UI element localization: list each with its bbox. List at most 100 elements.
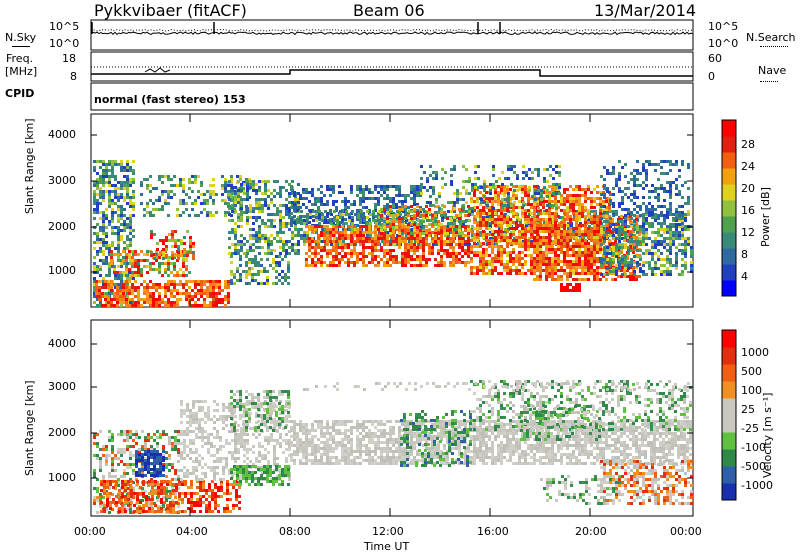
- power-cell: [551, 269, 554, 272]
- power-cell: [252, 183, 255, 186]
- power-cell: [446, 255, 449, 258]
- power-cell: [690, 249, 693, 252]
- power-cell: [123, 214, 126, 217]
- power-cell: [413, 208, 416, 211]
- power-cell: [326, 215, 329, 218]
- power-cell: [149, 304, 152, 307]
- power-cell: [473, 236, 476, 239]
- power-cell: [497, 260, 500, 263]
- power-cell: [581, 272, 584, 275]
- power-cell: [419, 231, 422, 234]
- power-cell: [200, 211, 203, 214]
- power-cell: [581, 278, 584, 281]
- power-cell: [548, 194, 551, 197]
- power-cell: [684, 249, 687, 252]
- nsky-tick-high: 10^5: [49, 20, 80, 33]
- power-cell: [672, 231, 675, 234]
- power-cell: [273, 219, 276, 222]
- power-cell: [380, 223, 383, 226]
- power-cell: [363, 216, 366, 219]
- power-cell: [344, 231, 347, 234]
- power-cell: [108, 205, 111, 208]
- power-cell: [567, 228, 570, 231]
- power-cell: [105, 235, 108, 238]
- power-cell: [600, 228, 603, 231]
- power-cell: [518, 272, 521, 275]
- power-cell: [530, 206, 533, 209]
- power-cell: [440, 234, 443, 237]
- power-cell: [359, 228, 362, 231]
- power-cell: [174, 254, 177, 257]
- power-cell: [129, 196, 132, 199]
- power-cell: [261, 246, 264, 249]
- power-cell: [267, 204, 270, 207]
- power-cell: [428, 252, 431, 255]
- power-cell: [126, 175, 129, 178]
- power-cell: [300, 237, 303, 240]
- power-cell: [497, 254, 500, 257]
- power-cell: [123, 226, 126, 229]
- power-cell: [228, 180, 231, 183]
- power-cell: [551, 188, 554, 191]
- power-cell: [317, 225, 320, 228]
- power-cell: [404, 200, 407, 203]
- power-cell: [375, 219, 378, 222]
- power-cell: [257, 261, 260, 264]
- power-cell: [129, 223, 132, 226]
- power-cell: [333, 219, 336, 222]
- power-cell: [117, 283, 120, 286]
- power-cell: [413, 191, 416, 194]
- power-cell: [359, 200, 362, 203]
- power-cell: [98, 286, 101, 289]
- power-cell: [500, 230, 503, 233]
- power-cell: [584, 263, 587, 266]
- power-cell: [311, 203, 314, 206]
- power-cell: [536, 209, 539, 212]
- power-cell: [308, 264, 311, 267]
- power-cell: [158, 268, 161, 271]
- power-cell: [453, 228, 456, 231]
- power-cell: [645, 252, 648, 255]
- power-cell: [194, 304, 197, 307]
- power-cell: [530, 224, 533, 227]
- power-cell: [521, 197, 524, 200]
- power-cell: [393, 243, 396, 246]
- power-cell: [249, 183, 252, 186]
- power-cell: [587, 245, 590, 248]
- power-cell: [272, 261, 275, 264]
- power-cell: [539, 266, 542, 269]
- power-cell: [261, 234, 264, 237]
- power-cell: [240, 240, 243, 243]
- power-cell: [620, 251, 623, 254]
- power-cell: [554, 218, 557, 221]
- power-cell: [246, 249, 249, 252]
- power-cell: [590, 227, 593, 230]
- power-cell: [480, 234, 483, 237]
- power-cell: [266, 258, 269, 261]
- power-cell: [279, 225, 282, 228]
- power-cell: [539, 230, 542, 233]
- power-cell: [125, 301, 128, 304]
- power-cell: [416, 258, 419, 261]
- power-cell: [675, 252, 678, 255]
- power-cell: [539, 254, 542, 257]
- power-cell: [230, 255, 233, 258]
- power-cell: [320, 246, 323, 249]
- power-cell: [234, 243, 237, 246]
- power-cell: [264, 237, 267, 240]
- power-cell: [536, 263, 539, 266]
- power-cell: [627, 249, 630, 252]
- power-cell: [359, 185, 362, 188]
- power-cell: [356, 218, 359, 221]
- power-cell: [503, 206, 506, 209]
- power-cell: [494, 257, 497, 260]
- power-cell: [482, 230, 485, 233]
- power-cell: [410, 217, 413, 220]
- power-cell: [200, 184, 203, 187]
- power-cell: [308, 240, 311, 243]
- power-cell: [545, 269, 548, 272]
- power-cell: [627, 261, 630, 264]
- power-cell: [335, 249, 338, 252]
- power-cell: [471, 228, 474, 231]
